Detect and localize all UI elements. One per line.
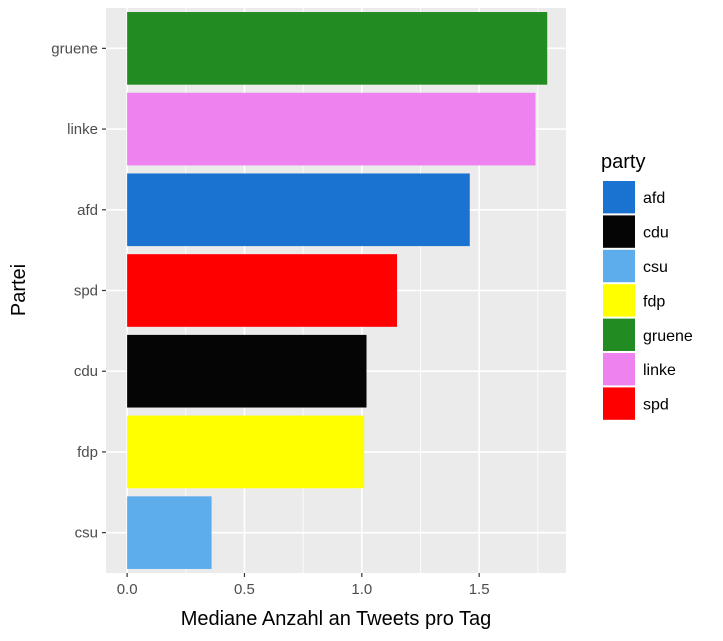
legend-key-csu [603, 249, 635, 283]
bar-fdp [127, 415, 365, 489]
bar-afd [127, 173, 470, 247]
x-tick-label: 0.0 [117, 581, 138, 598]
bar-csu [127, 496, 212, 569]
legend-key-linke [603, 353, 635, 386]
legend-key-cdu [603, 215, 635, 248]
legend-label-spd: spd [643, 397, 669, 414]
legend-label-afd: afd [643, 190, 665, 207]
legend-key-fdp [603, 284, 635, 317]
legend-label-linke: linke [643, 362, 676, 379]
y-tick-label: spd [74, 283, 98, 300]
bar-gruene [127, 12, 548, 85]
bar-spd [127, 254, 398, 327]
bars [127, 12, 548, 569]
legend-label-gruene: gruene [643, 328, 693, 345]
x-tick-label: 1.5 [469, 581, 490, 598]
bar-cdu [127, 334, 367, 408]
x-tick-label: 0.5 [234, 581, 255, 598]
x-axis: 0.0 0.5 1.0 1.5 [117, 573, 490, 598]
x-axis-title: Mediane Anzahl an Tweets pro Tag [181, 608, 492, 630]
legend-key-gruene [603, 318, 635, 351]
legend-key-afd [603, 181, 635, 214]
y-axis: csu fdp cdu spd afd linke gruene [51, 40, 106, 542]
y-axis-title: Partei [8, 264, 30, 316]
y-tick-label: gruene [51, 40, 98, 57]
y-tick-label: fdp [77, 444, 98, 461]
y-tick-label: afd [77, 202, 98, 219]
legend: party afd cdu csu fdp gruene linke spd [601, 151, 693, 420]
y-tick-label: csu [75, 525, 98, 542]
legend-label-csu: csu [643, 259, 668, 276]
legend-label-cdu: cdu [643, 225, 669, 242]
bar-linke [127, 92, 536, 166]
y-tick-label: linke [67, 121, 98, 138]
legend-key-spd [603, 387, 635, 420]
legend-title: party [601, 151, 645, 173]
legend-label-fdp: fdp [643, 293, 665, 310]
x-tick-label: 1.0 [351, 581, 372, 598]
y-tick-label: cdu [74, 363, 98, 380]
